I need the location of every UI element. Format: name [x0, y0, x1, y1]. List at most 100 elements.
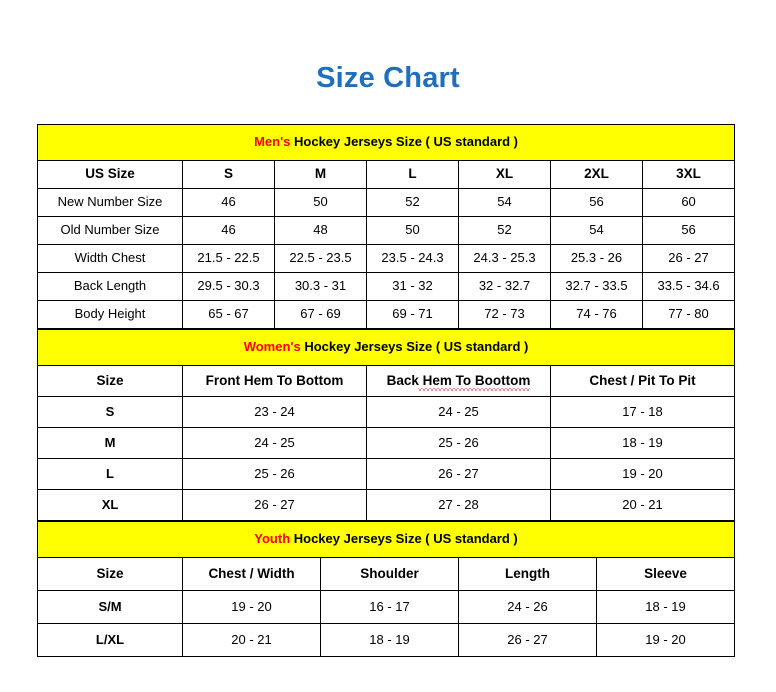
- youth-section-banner: Youth Hockey Jerseys Size ( US standard …: [36, 521, 736, 558]
- mens-cell: 23.5 - 24.3: [366, 244, 459, 273]
- womens-cell: 24 - 25: [182, 427, 367, 459]
- youth-cell: 24 - 26: [458, 590, 597, 624]
- mens-header-row: US Size S M L XL 2XL 3XL: [37, 160, 736, 189]
- youth-col-header-3: Length: [458, 557, 597, 591]
- youth-size-table: Youth Hockey Jerseys Size ( US standard …: [36, 521, 736, 657]
- womens-col-header-0: Size: [37, 365, 183, 397]
- table-row: XL 26 - 27 27 - 28 20 - 21: [37, 489, 736, 521]
- table-row: L/XL 20 - 21 18 - 19 26 - 27 19 - 20: [37, 623, 736, 657]
- youth-cell: 20 - 21: [182, 623, 321, 657]
- table-row: Back Length 29.5 - 30.3 30.3 - 31 31 - 3…: [37, 272, 736, 301]
- table-row: Old Number Size 46 48 50 52 54 56: [37, 216, 736, 245]
- mens-cell: 30.3 - 31: [274, 272, 367, 301]
- mens-cell: 74 - 76: [550, 300, 643, 329]
- mens-cell: 60: [641, 188, 736, 217]
- mens-cell: 50: [366, 216, 459, 245]
- womens-banner-rest: Hockey Jerseys Size ( US standard ): [300, 339, 529, 355]
- mens-cell: 31 - 32: [366, 272, 459, 301]
- table-row: L 25 - 26 26 - 27 19 - 20: [37, 458, 736, 490]
- mens-cell: 54: [458, 188, 551, 217]
- youth-header-row: Size Chest / Width Shoulder Length Sleev…: [37, 557, 736, 591]
- mens-banner-row: Men's Hockey Jerseys Size ( US standard …: [36, 124, 736, 161]
- mens-col-header-4: XL: [458, 160, 551, 189]
- mens-banner-rest: Hockey Jerseys Size ( US standard ): [290, 134, 519, 150]
- youth-cell: 16 - 17: [320, 590, 459, 624]
- youth-banner-rest: Hockey Jerseys Size ( US standard ): [290, 531, 518, 547]
- youth-col-header-0: Size: [37, 557, 183, 591]
- mens-col-header-3: L: [366, 160, 459, 189]
- womens-cell: 20 - 21: [549, 489, 736, 521]
- mens-row-label: New Number Size: [37, 188, 183, 217]
- womens-col-header-1: Front Hem To Bottom: [182, 365, 367, 397]
- womens-cell: 25 - 26: [182, 458, 367, 490]
- mens-cell: 32 - 32.7: [458, 272, 551, 301]
- page-title: Size Chart: [316, 62, 460, 94]
- mens-cell: 22.5 - 23.5: [274, 244, 367, 273]
- youth-row-label: S/M: [37, 590, 183, 624]
- womens-cell: 26 - 27: [366, 458, 551, 490]
- mens-cell: 29.5 - 30.3: [182, 272, 275, 301]
- youth-col-header-1: Chest / Width: [182, 557, 321, 591]
- mens-cell: 52: [458, 216, 551, 245]
- mens-cell: 32.7 - 33.5: [550, 272, 643, 301]
- womens-section-banner: Women's Hockey Jerseys Size ( US standar…: [36, 329, 736, 366]
- size-chart-container: Men's Hockey Jerseys Size ( US standard …: [36, 124, 736, 657]
- womens-cell: 24 - 25: [366, 396, 551, 428]
- youth-col-header-2: Shoulder: [320, 557, 459, 591]
- mens-cell: 67 - 69: [274, 300, 367, 329]
- mens-cell: 50: [274, 188, 367, 217]
- mens-cell: 24.3 - 25.3: [458, 244, 551, 273]
- mens-col-header-5: 2XL: [550, 160, 643, 189]
- womens-cell: 25 - 26: [366, 427, 551, 459]
- youth-banner-accent: Youth: [254, 531, 291, 547]
- womens-cell: 26 - 27: [182, 489, 367, 521]
- womens-row-label: L: [37, 458, 183, 490]
- mens-section-banner: Men's Hockey Jerseys Size ( US standard …: [36, 124, 736, 161]
- womens-col-header-3: Chest / Pit To Pit: [549, 365, 736, 397]
- womens-row-label: M: [37, 427, 183, 459]
- mens-cell: 33.5 - 34.6: [641, 272, 736, 301]
- table-row: S 23 - 24 24 - 25 17 - 18: [37, 396, 736, 428]
- mens-cell: 56: [641, 216, 736, 245]
- youth-row-label: L/XL: [37, 623, 183, 657]
- mens-col-header-0: US Size: [37, 160, 183, 189]
- womens-row-label: S: [37, 396, 183, 428]
- womens-banner-row: Women's Hockey Jerseys Size ( US standar…: [36, 329, 736, 366]
- misspelled-text: Back Hem To Boottom: [386, 372, 531, 392]
- mens-cell: 46: [182, 188, 275, 217]
- mens-cell: 25.3 - 26: [550, 244, 643, 273]
- mens-cell: 46: [182, 216, 275, 245]
- womens-cell: 23 - 24: [182, 396, 367, 428]
- womens-cell: 18 - 19: [549, 427, 736, 459]
- mens-cell: 56: [550, 188, 643, 217]
- youth-cell: 26 - 27: [458, 623, 597, 657]
- youth-cell: 19 - 20: [182, 590, 321, 624]
- mens-col-header-6: 3XL: [641, 160, 736, 189]
- table-row: S/M 19 - 20 16 - 17 24 - 26 18 - 19: [37, 590, 736, 624]
- womens-row-label: XL: [37, 489, 183, 521]
- youth-col-header-4: Sleeve: [595, 557, 736, 591]
- mens-banner-accent: Men's: [254, 134, 291, 150]
- youth-cell: 18 - 19: [320, 623, 459, 657]
- mens-col-header-1: S: [182, 160, 275, 189]
- table-row: Body Height 65 - 67 67 - 69 69 - 71 72 -…: [37, 300, 736, 329]
- womens-cell: 19 - 20: [549, 458, 736, 490]
- mens-cell: 69 - 71: [366, 300, 459, 329]
- womens-header-row: Size Front Hem To Bottom Back Hem To Boo…: [37, 365, 736, 397]
- mens-cell: 72 - 73: [458, 300, 551, 329]
- mens-cell: 54: [550, 216, 643, 245]
- mens-cell: 52: [366, 188, 459, 217]
- youth-banner-row: Youth Hockey Jerseys Size ( US standard …: [36, 521, 736, 558]
- mens-cell: 65 - 67: [182, 300, 275, 329]
- womens-cell: 27 - 28: [366, 489, 551, 521]
- mens-cell: 77 - 80: [641, 300, 736, 329]
- womens-cell: 17 - 18: [549, 396, 736, 428]
- mens-row-label: Body Height: [37, 300, 183, 329]
- mens-row-label: Old Number Size: [37, 216, 183, 245]
- youth-cell: 18 - 19: [595, 590, 736, 624]
- table-row: New Number Size 46 50 52 54 56 60: [37, 188, 736, 217]
- mens-cell: 26 - 27: [641, 244, 736, 273]
- mens-col-header-2: M: [274, 160, 367, 189]
- womens-banner-accent: Women's: [243, 339, 301, 355]
- youth-cell: 19 - 20: [595, 623, 736, 657]
